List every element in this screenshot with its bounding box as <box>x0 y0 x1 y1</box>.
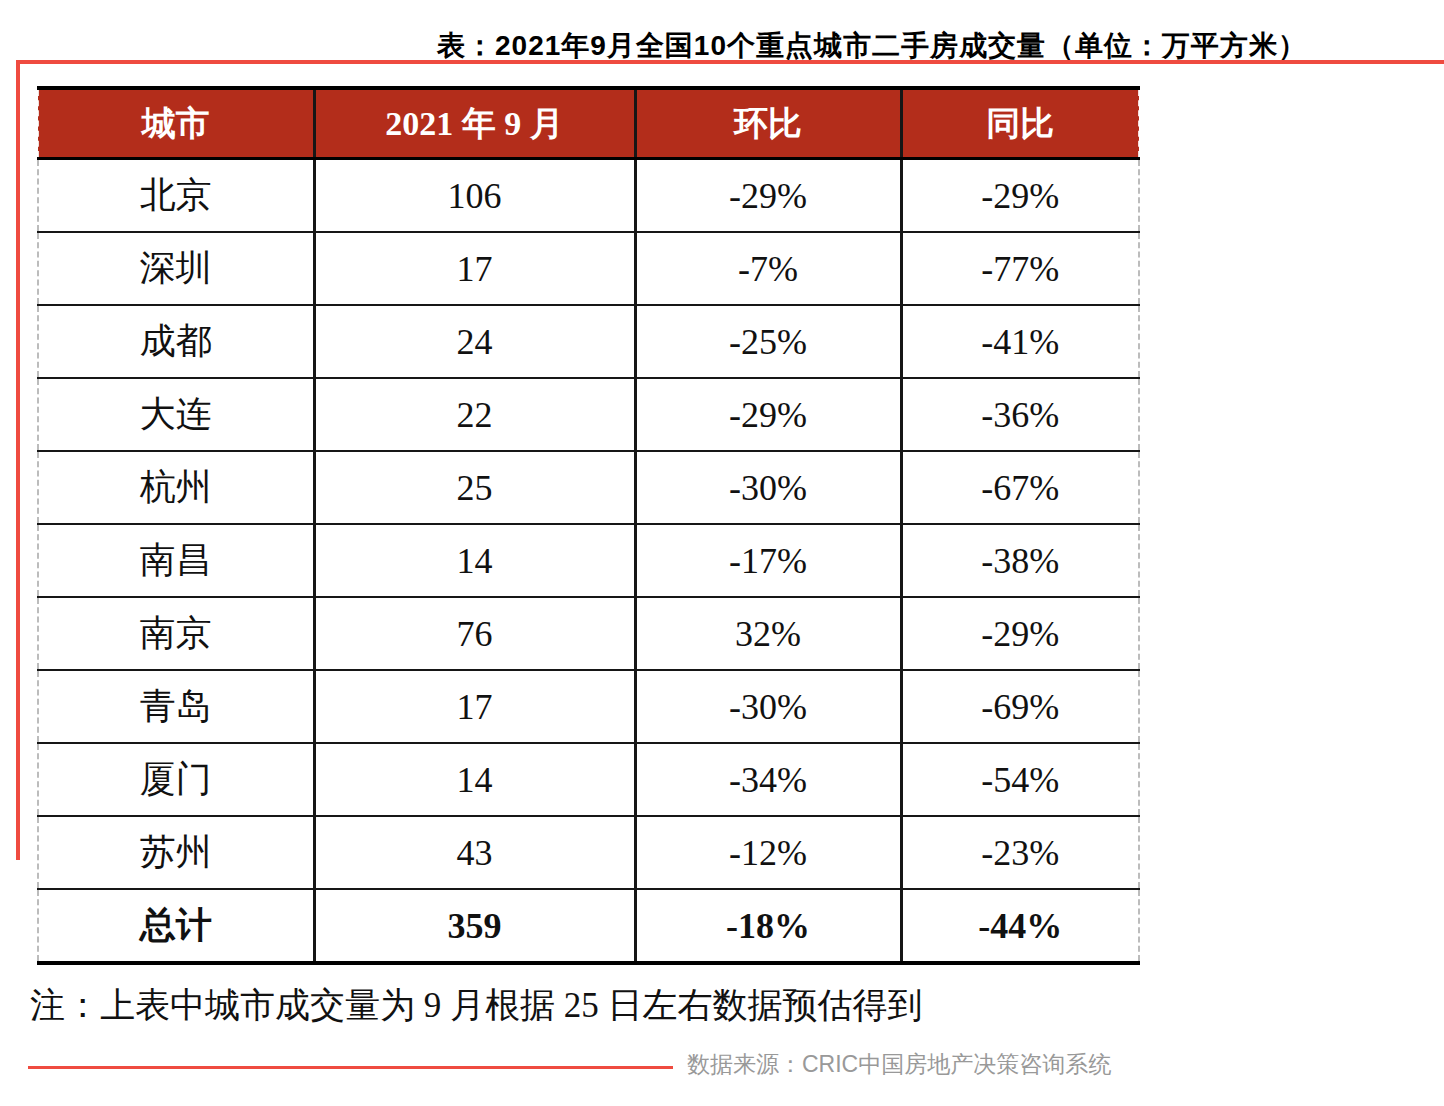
yoy-cell: -36% <box>901 378 1139 451</box>
header-mom: 环比 <box>635 88 901 159</box>
table-row: 青岛17-30%-69% <box>38 670 1139 743</box>
mom-cell: -30% <box>635 451 901 524</box>
yoy-cell: -41% <box>901 305 1139 378</box>
mom-cell: -17% <box>635 524 901 597</box>
mom-cell: -18% <box>635 889 901 963</box>
source-accent-rule <box>28 1066 673 1069</box>
table-row: 厦门14-34%-54% <box>38 743 1139 816</box>
table-body: 北京106-29%-29%深圳17-7%-77%成都24-25%-41%大连22… <box>38 159 1139 964</box>
yoy-cell: -23% <box>901 816 1139 889</box>
mom-cell: -29% <box>635 159 901 233</box>
city-cell: 杭州 <box>38 451 314 524</box>
title-accent-rule <box>16 60 1444 64</box>
table-row: 南昌14-17%-38% <box>38 524 1139 597</box>
header-city: 城市 <box>38 88 314 159</box>
table-header: 城市 2021 年 9 月 环比 同比 <box>38 88 1139 159</box>
yoy-cell: -29% <box>901 159 1139 233</box>
volume-cell: 106 <box>314 159 635 233</box>
volume-cell: 76 <box>314 597 635 670</box>
header-yoy: 同比 <box>901 88 1139 159</box>
mom-cell: -34% <box>635 743 901 816</box>
mom-cell: 32% <box>635 597 901 670</box>
volume-cell: 22 <box>314 378 635 451</box>
city-volume-table: 城市 2021 年 9 月 环比 同比 北京106-29%-29%深圳17-7%… <box>37 86 1140 965</box>
volume-cell: 17 <box>314 232 635 305</box>
city-cell: 成都 <box>38 305 314 378</box>
volume-cell: 359 <box>314 889 635 963</box>
header-volume: 2021 年 9 月 <box>314 88 635 159</box>
table-row: 深圳17-7%-77% <box>38 232 1139 305</box>
city-cell: 苏州 <box>38 816 314 889</box>
total-row: 总计359-18%-44% <box>38 889 1139 963</box>
left-accent-rule <box>16 60 20 860</box>
volume-cell: 24 <box>314 305 635 378</box>
city-cell: 南京 <box>38 597 314 670</box>
yoy-cell: -38% <box>901 524 1139 597</box>
city-cell: 大连 <box>38 378 314 451</box>
table-row: 北京106-29%-29% <box>38 159 1139 233</box>
mom-cell: -30% <box>635 670 901 743</box>
city-cell: 青岛 <box>38 670 314 743</box>
table-row: 成都24-25%-41% <box>38 305 1139 378</box>
yoy-cell: -77% <box>901 232 1139 305</box>
volume-cell: 43 <box>314 816 635 889</box>
city-cell: 北京 <box>38 159 314 233</box>
yoy-cell: -69% <box>901 670 1139 743</box>
yoy-cell: -29% <box>901 597 1139 670</box>
mom-cell: -7% <box>635 232 901 305</box>
table-row: 杭州25-30%-67% <box>38 451 1139 524</box>
volume-cell: 25 <box>314 451 635 524</box>
yoy-cell: -44% <box>901 889 1139 963</box>
table-row: 大连22-29%-36% <box>38 378 1139 451</box>
mom-cell: -25% <box>635 305 901 378</box>
footnote: 注：上表中城市成交量为 9 月根据 25 日左右数据预估得到 <box>30 982 923 1029</box>
mom-cell: -29% <box>635 378 901 451</box>
table-row: 南京7632%-29% <box>38 597 1139 670</box>
mom-cell: -12% <box>635 816 901 889</box>
table-row: 苏州43-12%-23% <box>38 816 1139 889</box>
volume-cell: 14 <box>314 524 635 597</box>
volume-cell: 17 <box>314 670 635 743</box>
city-cell: 总计 <box>38 889 314 963</box>
data-source: 数据来源：CRIC中国房地产决策咨询系统 <box>687 1049 1111 1080</box>
city-cell: 深圳 <box>38 232 314 305</box>
header-row: 城市 2021 年 9 月 环比 同比 <box>38 88 1139 159</box>
volume-cell: 14 <box>314 743 635 816</box>
city-cell: 南昌 <box>38 524 314 597</box>
city-cell: 厦门 <box>38 743 314 816</box>
yoy-cell: -67% <box>901 451 1139 524</box>
data-table-container: 城市 2021 年 9 月 环比 同比 北京106-29%-29%深圳17-7%… <box>37 86 1140 965</box>
yoy-cell: -54% <box>901 743 1139 816</box>
